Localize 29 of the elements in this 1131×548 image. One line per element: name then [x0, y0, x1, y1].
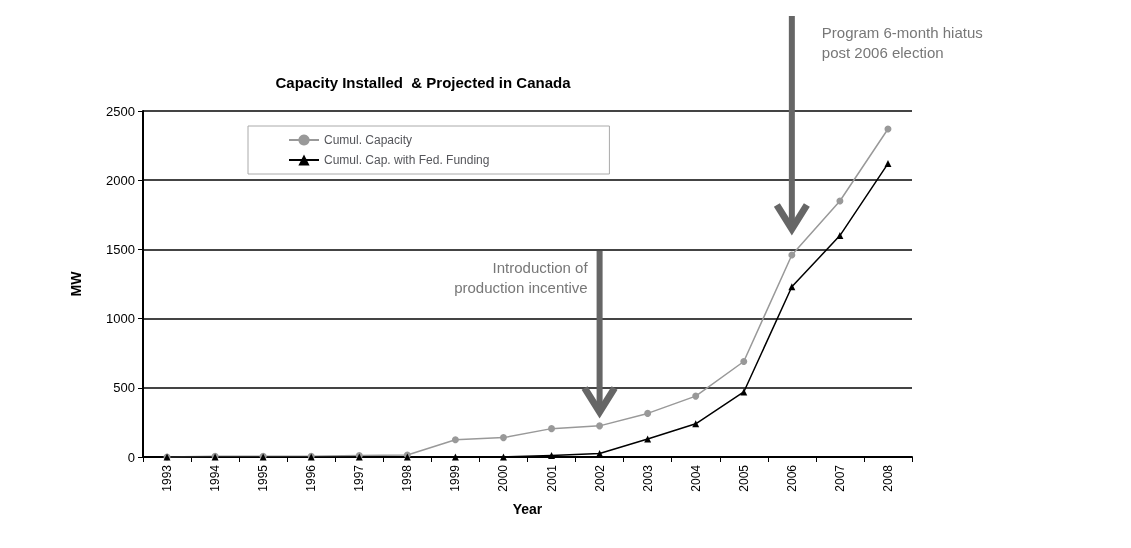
- y-tick-label: 500: [113, 380, 135, 396]
- x-tick-label: 2006: [784, 464, 799, 492]
- x-tick-label: 2008: [880, 464, 895, 492]
- y-tick-label: 0: [127, 449, 135, 465]
- x-tick-label: 1995: [256, 464, 271, 492]
- x-tick-label: 2007: [832, 464, 847, 492]
- annotation: Introduction of production incentive: [454, 259, 589, 296]
- y-tick-label: 1500: [106, 241, 135, 257]
- x-tick-label: 2002: [592, 464, 607, 492]
- x-tick-label: 2005: [736, 464, 751, 492]
- x-tick-label: 2003: [640, 464, 655, 492]
- y-axis-title: MW: [68, 270, 84, 297]
- text: Program 6-month hiatus post 2006 election: [821, 24, 983, 61]
- y-tick-label: 2000: [106, 172, 135, 188]
- x-tick-label: 1997: [352, 464, 367, 492]
- y-tick-label: 2500: [106, 103, 135, 119]
- x-tick-label: 1999: [448, 464, 463, 492]
- x-tick-label: 1993: [160, 464, 175, 492]
- x-tick-label: 1996: [304, 464, 319, 492]
- y-tick-label: 1000: [106, 311, 135, 327]
- x-tick-label: 2001: [544, 464, 559, 492]
- x-tick-label: 1994: [208, 464, 223, 492]
- legend-label: Cumul. Cap. with Fed. Funding: [324, 153, 490, 167]
- legend-label: Cumul. Capacity: [324, 133, 413, 147]
- x-axis-title: Year: [512, 501, 543, 517]
- x-tick-label: 2000: [496, 464, 511, 492]
- x-tick-label: 1998: [400, 464, 415, 492]
- x-tick-label: 2004: [688, 464, 703, 492]
- chart-title: Capacity Installed & Projected in Canada: [275, 74, 572, 91]
